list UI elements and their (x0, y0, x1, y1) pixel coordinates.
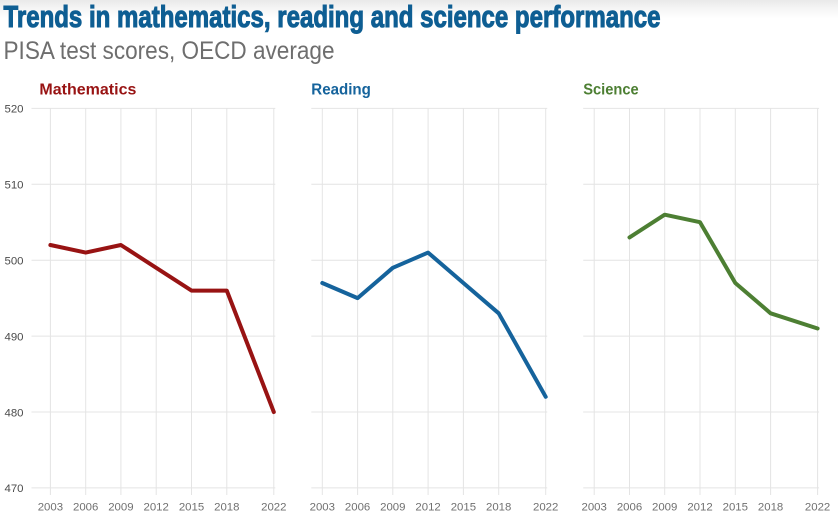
svg-text:2012: 2012 (144, 502, 169, 514)
svg-text:490: 490 (4, 331, 23, 343)
svg-text:2018: 2018 (758, 502, 783, 514)
svg-text:2022: 2022 (533, 502, 558, 514)
svg-text:2006: 2006 (617, 502, 642, 514)
svg-text:2012: 2012 (415, 502, 440, 514)
svg-text:2003: 2003 (582, 502, 607, 514)
svg-text:2018: 2018 (486, 502, 511, 514)
svg-text:2003: 2003 (310, 502, 335, 514)
svg-text:2022: 2022 (261, 502, 286, 514)
svg-text:480: 480 (4, 407, 23, 419)
svg-text:2022: 2022 (805, 502, 830, 514)
svg-text:2009: 2009 (652, 502, 677, 514)
svg-text:2018: 2018 (214, 502, 239, 514)
svg-text:2015: 2015 (723, 502, 748, 514)
svg-text:Trends in mathematics, reading: Trends in mathematics, reading and scien… (4, 0, 661, 34)
svg-text:520: 520 (4, 104, 23, 116)
svg-text:2012: 2012 (687, 502, 712, 514)
svg-text:470: 470 (4, 483, 23, 495)
svg-text:2009: 2009 (380, 502, 405, 514)
svg-text:500: 500 (4, 256, 23, 268)
svg-text:2006: 2006 (345, 502, 370, 514)
svg-text:PISA test scores, OECD average: PISA test scores, OECD average (4, 37, 335, 65)
svg-text:Science: Science (583, 82, 639, 99)
svg-text:2003: 2003 (38, 502, 63, 514)
svg-text:2015: 2015 (179, 502, 204, 514)
svg-text:2006: 2006 (73, 502, 98, 514)
svg-text:Reading: Reading (311, 82, 371, 99)
svg-text:2015: 2015 (451, 502, 476, 514)
svg-text:2009: 2009 (108, 502, 133, 514)
svg-text:510: 510 (4, 180, 23, 192)
svg-text:Mathematics: Mathematics (39, 82, 136, 99)
